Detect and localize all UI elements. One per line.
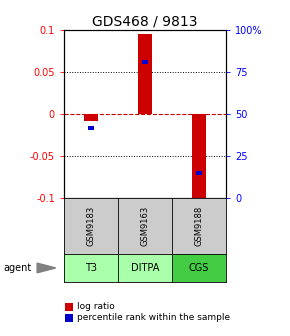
Text: percentile rank within the sample: percentile rank within the sample (77, 313, 230, 322)
Text: GSM9163: GSM9163 (140, 206, 150, 246)
Bar (142, 60, 148, 64)
Text: CGS: CGS (189, 263, 209, 273)
Bar (84, 114, 98, 121)
Text: GSM9188: GSM9188 (195, 206, 204, 246)
Text: T3: T3 (85, 263, 97, 273)
Text: GSM9183: GSM9183 (86, 206, 95, 246)
Text: log ratio: log ratio (77, 302, 115, 311)
Text: agent: agent (3, 263, 31, 273)
Polygon shape (37, 263, 56, 273)
Bar (192, 114, 206, 199)
Text: GDS468 / 9813: GDS468 / 9813 (92, 15, 198, 29)
Bar (196, 171, 202, 175)
Bar (88, 126, 94, 130)
Text: DITPA: DITPA (131, 263, 159, 273)
Bar (138, 34, 152, 114)
